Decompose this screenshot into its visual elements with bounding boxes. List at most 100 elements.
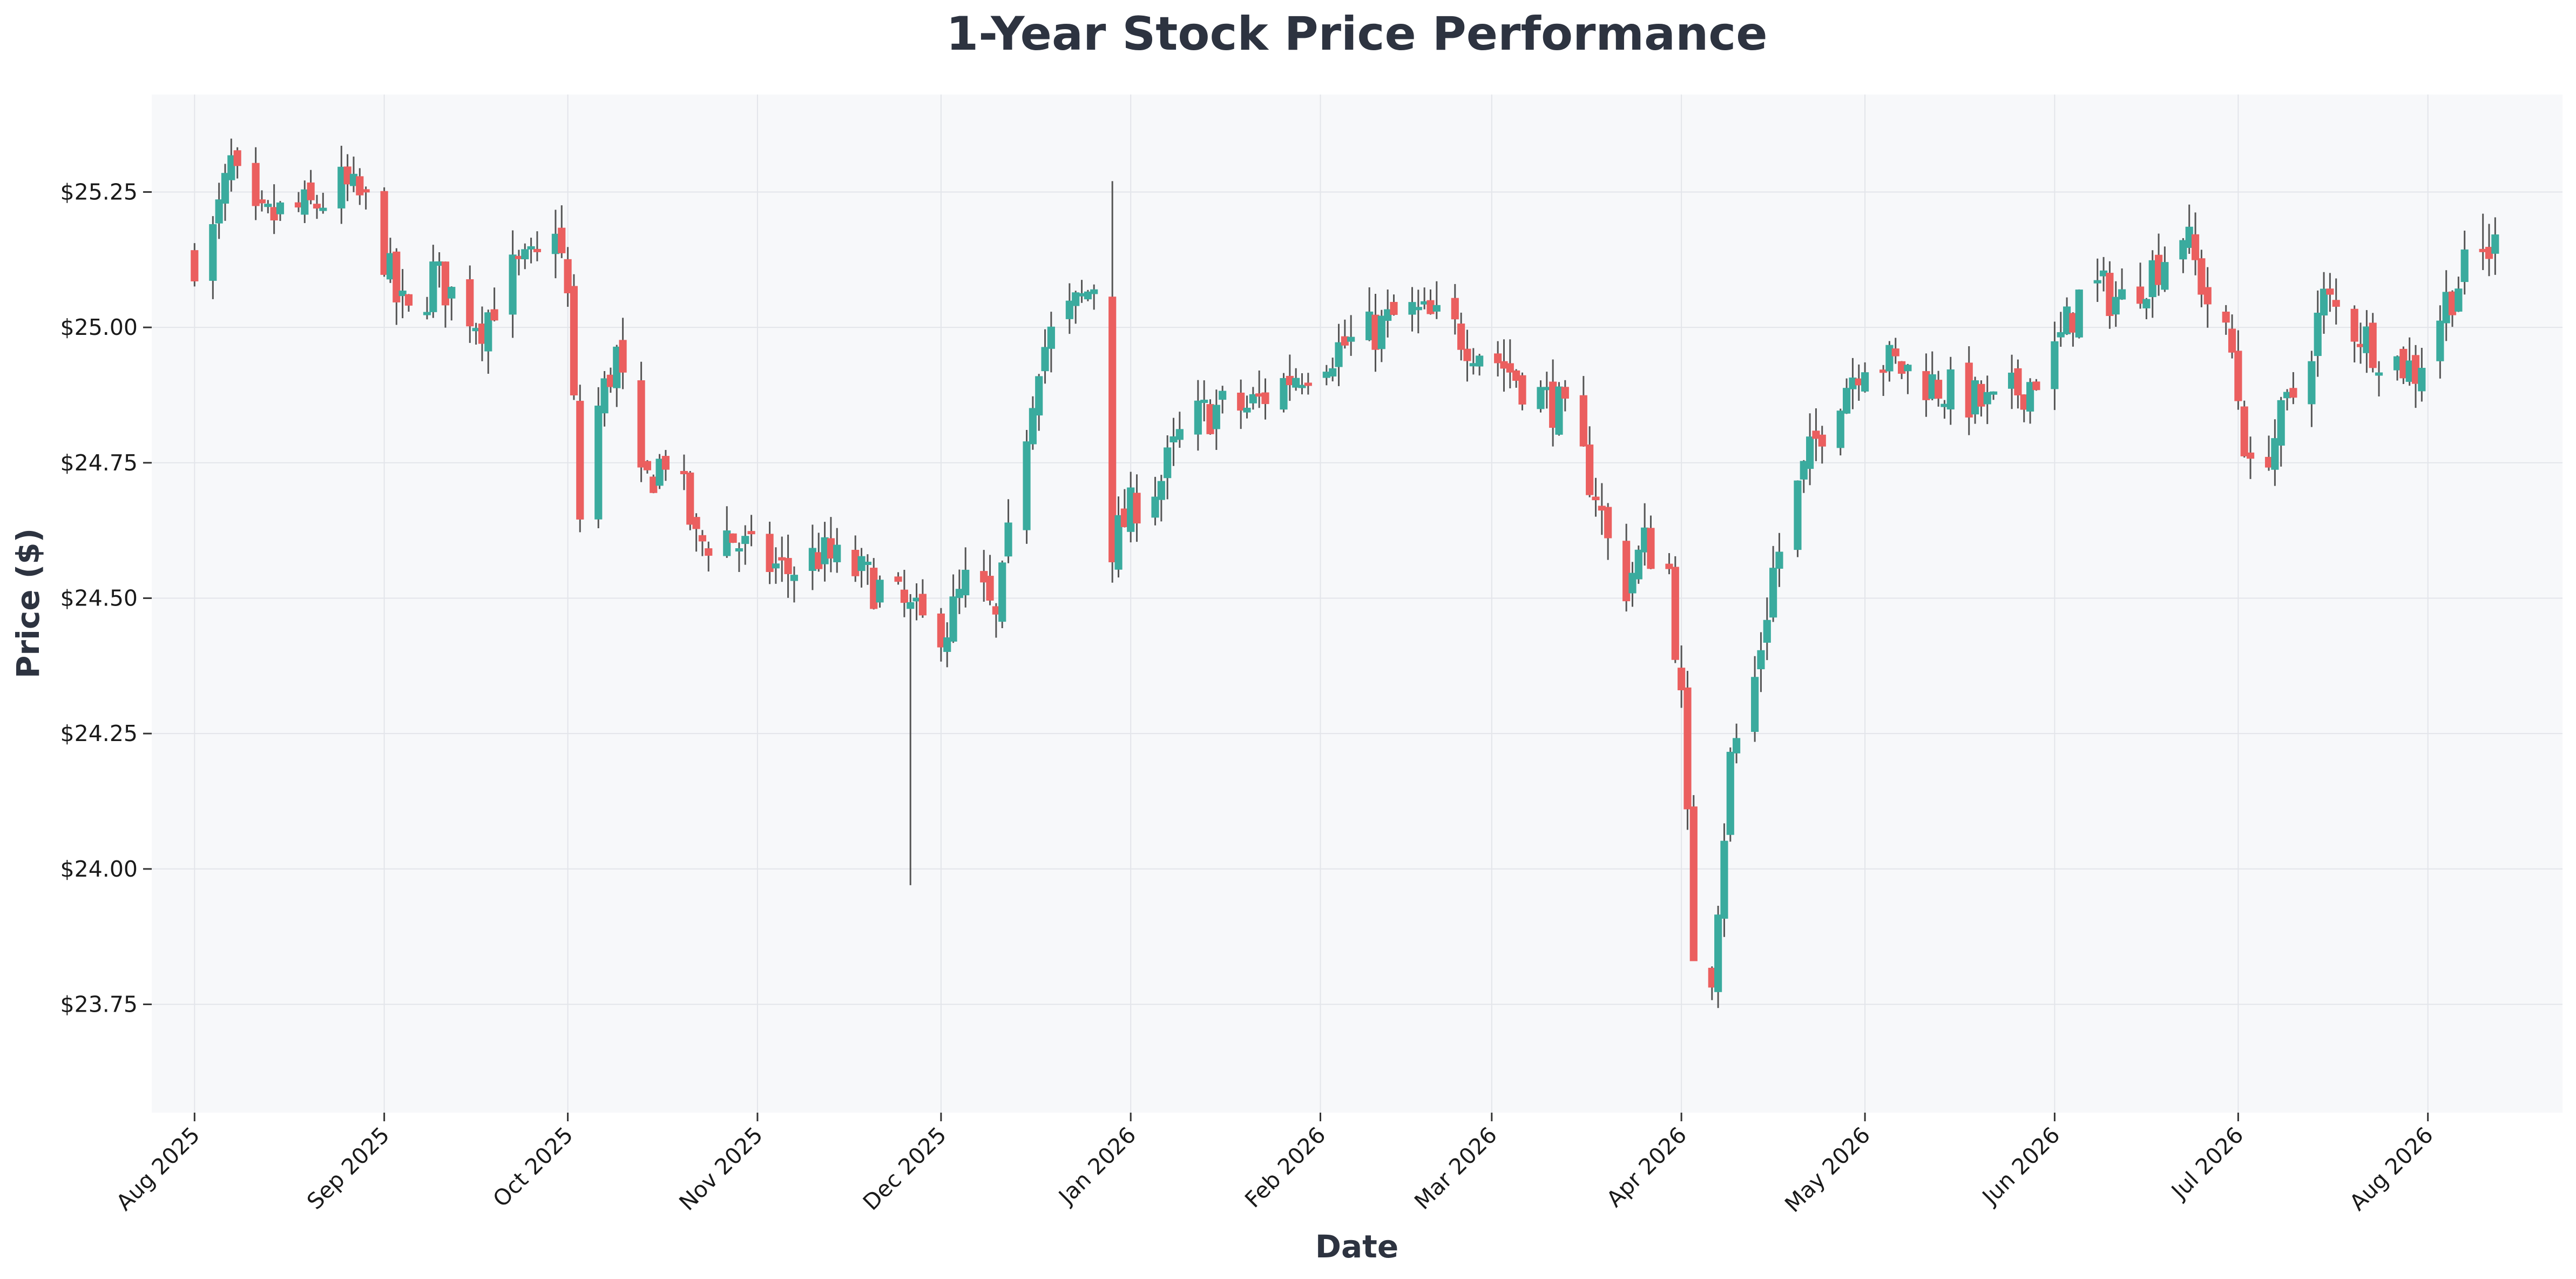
candle-body-125	[1261, 392, 1269, 405]
candle-59	[698, 530, 707, 556]
candle-268	[2491, 217, 2499, 275]
candle-193	[1849, 358, 1857, 409]
candle-208	[1977, 380, 1985, 417]
candle-body-4	[227, 155, 235, 180]
candle-42	[558, 205, 566, 258]
candle-body-79	[870, 568, 878, 609]
candle-201	[1922, 353, 1930, 417]
candle-body-47	[600, 378, 608, 414]
candle-150	[1476, 354, 1484, 376]
candle-body-128	[1292, 378, 1300, 388]
candle-262	[2442, 270, 2450, 341]
candle-body-246	[2308, 361, 2316, 405]
candle-178	[1720, 823, 1728, 937]
candle-body-53	[650, 476, 658, 493]
candle-body-256	[2393, 356, 2402, 371]
candle-137	[1371, 294, 1380, 372]
candle-154	[1512, 369, 1520, 388]
candle-body-122	[1243, 407, 1251, 413]
candle-41	[551, 210, 560, 279]
candle-body-85	[918, 594, 927, 616]
candle-body-154	[1512, 370, 1520, 381]
candle-33	[478, 306, 486, 361]
candle-body-190	[1818, 434, 1826, 447]
candle-108	[1120, 489, 1128, 528]
candle-body-22	[386, 253, 395, 280]
candle-body-120	[1219, 391, 1227, 400]
candle-body-195	[1861, 372, 1869, 392]
candle-211	[2007, 354, 2016, 409]
candle-85	[918, 579, 927, 618]
candle-130	[1304, 373, 1312, 395]
candle-133	[1335, 324, 1343, 386]
candle-body-185	[1775, 551, 1783, 569]
candle-body-70	[790, 575, 798, 581]
candle-body-155	[1518, 375, 1526, 405]
candle-body-162	[1586, 445, 1594, 495]
candle-body-69	[784, 558, 792, 574]
candle-259	[2411, 345, 2420, 408]
candle-28	[435, 252, 443, 288]
candle-body-189	[1812, 430, 1820, 439]
candle-256	[2393, 355, 2402, 381]
candle-100	[1047, 312, 1055, 373]
candle-body-174	[1683, 687, 1692, 810]
candle-body-87	[943, 637, 951, 652]
candle-body-133	[1335, 342, 1343, 367]
candle-body-181	[1751, 677, 1759, 732]
candle-11	[294, 192, 303, 212]
candle-156	[1537, 380, 1545, 413]
candle-body-151	[1494, 353, 1502, 363]
candle-body-112	[1157, 481, 1165, 500]
candle-23	[393, 248, 401, 325]
candle-body-10	[276, 202, 285, 214]
candle-body-108	[1120, 508, 1128, 527]
candle-229	[2154, 233, 2163, 296]
candle-body-49	[613, 346, 621, 388]
candle-body-219	[2069, 313, 2077, 333]
candle-266	[2479, 213, 2487, 270]
candle-58	[692, 513, 700, 552]
candle-157	[1543, 372, 1551, 409]
candle-body-124	[1255, 393, 1263, 397]
candle-body-7	[258, 199, 266, 204]
x-axis-label: Date	[1315, 1228, 1398, 1265]
candle-body-13	[307, 182, 315, 200]
candle-149	[1469, 348, 1477, 375]
candle-body-75	[833, 544, 841, 562]
candle-body-210	[1989, 391, 1998, 395]
candle-184	[1769, 546, 1777, 622]
candle-body-17	[343, 166, 351, 185]
candle-186	[1794, 480, 1802, 557]
candle-161	[1579, 376, 1587, 447]
candle-body-202	[1928, 374, 1936, 399]
candle-66	[766, 521, 774, 584]
y-tick-label-5: $25.00	[60, 314, 138, 340]
candle-body-255	[2375, 372, 2383, 376]
candle-body-205	[1946, 369, 1955, 410]
candle-body-209	[1983, 392, 1991, 405]
candle-body-136	[1365, 311, 1374, 340]
candle-body-76	[851, 549, 860, 576]
candle-247	[2314, 290, 2322, 377]
candle-body-3	[221, 173, 229, 204]
candle-body-211	[2007, 372, 2016, 389]
candle-body-8	[264, 204, 272, 207]
candle-body-138	[1377, 315, 1385, 349]
candle-118	[1206, 399, 1214, 435]
candle-141	[1408, 287, 1416, 332]
candle-body-57	[686, 472, 694, 525]
candle-body-11	[294, 202, 303, 208]
candle-body-103	[1078, 293, 1086, 297]
candle-230	[2161, 246, 2169, 292]
candle-body-20	[362, 189, 370, 193]
candle-221	[2093, 258, 2101, 302]
candle-226	[2136, 262, 2145, 309]
candle-222	[2099, 257, 2108, 292]
candle-51	[637, 361, 645, 482]
candle-43	[564, 247, 572, 307]
candle-body-149	[1469, 363, 1477, 367]
candle-132	[1329, 358, 1337, 382]
candle-body-198	[1891, 348, 1899, 356]
